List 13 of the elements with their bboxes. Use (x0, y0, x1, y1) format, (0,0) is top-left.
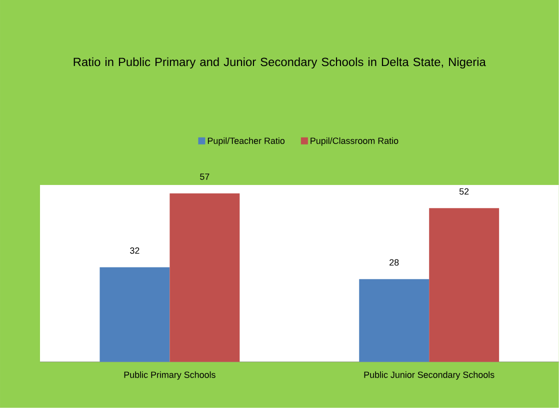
legend-label: Pupil/Classroom Ratio (310, 137, 398, 146)
bar (100, 267, 170, 362)
x-tick-label: Public Primary Schools (124, 371, 216, 380)
legend-label: Pupil/Teacher Ratio (208, 137, 285, 146)
data-label: 28 (390, 259, 399, 266)
bar (429, 208, 500, 362)
data-label: 52 (459, 188, 469, 195)
chart-title: Ratio in Public Primary and Junior Secondary Schools in Delta State, Nigeria (74, 57, 486, 69)
bar (359, 279, 430, 362)
x-tick-label: Public Junior Secondary Schools (364, 371, 494, 380)
data-label: 32 (130, 247, 140, 254)
bar (170, 193, 240, 362)
data-label: 57 (200, 174, 210, 180)
